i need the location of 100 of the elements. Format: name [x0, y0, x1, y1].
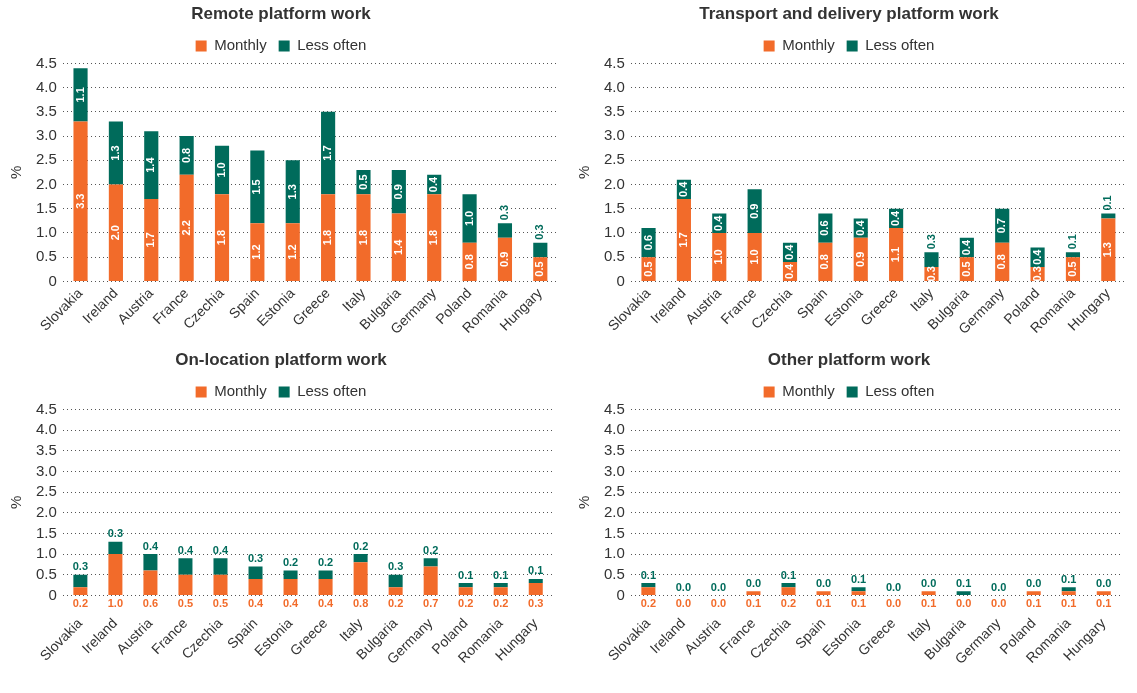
y-tick-label: 3.5	[603, 101, 625, 119]
y-tick-label: 4.5	[35, 53, 57, 71]
y-tick-label: 2.5	[35, 150, 57, 168]
bar	[73, 68, 88, 122]
bar	[73, 121, 88, 281]
bar	[423, 558, 438, 567]
data-label: 1.3	[1101, 242, 1114, 258]
bar	[353, 554, 368, 563]
data-label: 0.3	[528, 596, 544, 609]
data-label: 0.9	[853, 251, 866, 268]
legend-label: Monthly	[782, 36, 836, 54]
y-tick-label: 4.0	[603, 77, 625, 95]
y-tick-label: 0	[616, 271, 625, 289]
bar	[250, 150, 265, 224]
y-tick-label: 1.0	[35, 544, 57, 562]
data-label: 0.2	[640, 596, 657, 609]
bar	[1065, 252, 1081, 258]
bar	[108, 554, 123, 595]
y-tick-label: 1.5	[35, 523, 57, 541]
bar	[318, 570, 333, 579]
y-tick-label: 0	[616, 585, 625, 603]
data-label: 0.4	[317, 596, 335, 609]
data-label: 2.0	[108, 225, 121, 241]
data-label: 0.1	[955, 576, 972, 589]
bar	[321, 111, 336, 195]
data-label: 0.1	[1065, 234, 1078, 250]
y-tick-label: 1.0	[603, 544, 625, 562]
data-label: 0.9	[391, 184, 404, 200]
data-label: 0.0	[745, 576, 762, 589]
data-label: 0.0	[675, 596, 692, 609]
data-label: 0.3	[72, 560, 89, 573]
data-label: 0.9	[747, 203, 760, 219]
data-label: 0.3	[107, 527, 124, 540]
y-tick-label: 1.5	[603, 523, 625, 541]
data-label: 0.3	[387, 560, 404, 573]
chart-title: Other platform work	[767, 349, 931, 369]
bar	[356, 194, 371, 281]
bar	[676, 199, 691, 281]
data-label: 0.8	[818, 254, 831, 270]
data-label: 0.1	[1061, 596, 1077, 609]
data-label: 0.2	[423, 543, 439, 556]
bar	[458, 583, 473, 588]
data-label: 0.2	[458, 596, 474, 609]
data-label: 0.0	[710, 596, 727, 609]
data-label: 0.4	[212, 543, 230, 556]
y-tick-label: 1.0	[35, 223, 57, 241]
data-label: 1.7	[321, 145, 334, 161]
data-label: 1.4	[391, 238, 404, 255]
y-tick-label: 3.0	[35, 126, 57, 144]
data-label: 0.0	[1096, 576, 1112, 589]
data-label: 0.4	[853, 219, 866, 236]
y-tick-label: 1.5	[35, 198, 57, 216]
data-label: 0.2	[72, 596, 89, 609]
y-axis-title: %	[575, 495, 593, 510]
bar	[213, 574, 228, 595]
bar	[108, 541, 123, 555]
data-label: 0.8	[462, 254, 475, 270]
legend-label: Less often	[865, 36, 935, 54]
data-label: 3.3	[73, 193, 86, 209]
y-axis-title: %	[575, 165, 593, 180]
data-label: 0.0	[991, 580, 1007, 593]
y-tick-label: 4.5	[35, 399, 57, 417]
bar	[213, 558, 228, 575]
data-label: 1.1	[73, 87, 86, 103]
data-label: 0.0	[991, 596, 1007, 609]
data-label: 0.3	[924, 234, 937, 250]
data-label: 0.3	[247, 552, 264, 565]
y-axis-title: %	[7, 165, 25, 180]
data-label: 1.7	[676, 232, 689, 248]
data-label: 0.1	[850, 572, 867, 585]
data-label: 1.3	[108, 145, 121, 161]
data-label: 0.4	[427, 175, 440, 193]
data-label: 1.8	[321, 229, 334, 246]
data-label: 0.4	[889, 209, 902, 227]
data-label: 0.0	[920, 576, 937, 589]
chart-title: On-location platform work	[175, 349, 388, 369]
bar	[889, 228, 904, 281]
legend-label: Monthly	[782, 382, 836, 400]
data-label: 0.1	[745, 596, 762, 609]
data-label: 0.7	[423, 596, 439, 609]
data-label: 0.0	[815, 576, 832, 589]
bar	[214, 194, 230, 281]
y-tick-label: 2.5	[603, 150, 625, 168]
y-axis-title: %	[7, 495, 25, 510]
data-label: 0.7	[995, 218, 1008, 234]
data-label: 0.1	[780, 568, 797, 581]
y-tick-label: 2.0	[35, 174, 57, 192]
data-label: 0.2	[317, 556, 334, 569]
data-label: 0.0	[885, 580, 902, 593]
bar	[73, 574, 88, 588]
data-label: 0.1	[920, 596, 937, 609]
bar	[143, 570, 158, 595]
data-label: 0.6	[818, 220, 831, 236]
y-tick-label: 4.0	[603, 420, 625, 438]
data-label: 0.8	[352, 596, 369, 609]
bar	[285, 160, 300, 224]
data-label: 0.4	[783, 243, 796, 260]
y-tick-label: 2.0	[35, 502, 57, 520]
data-label: 1.3	[285, 184, 298, 200]
y-tick-label: 4.5	[603, 53, 625, 71]
